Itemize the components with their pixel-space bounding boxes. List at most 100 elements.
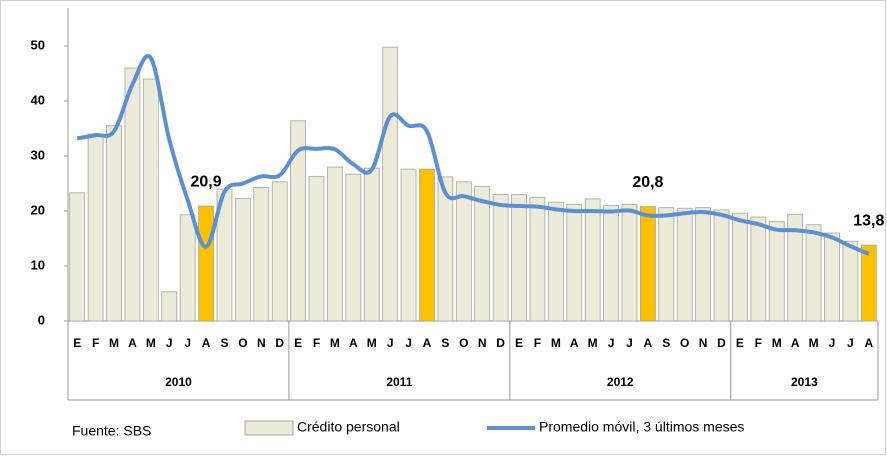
x-group-label: 2013	[791, 375, 818, 389]
y-tick-label: 20	[31, 202, 45, 217]
bar	[639, 206, 656, 322]
bar	[805, 224, 822, 322]
bar	[69, 192, 86, 322]
bar	[271, 181, 288, 322]
bar	[161, 291, 178, 322]
data-label: 20,9	[190, 173, 221, 190]
x-tick-label: A	[202, 336, 211, 350]
legend-label: Crédito personal	[297, 419, 400, 435]
x-tick-label: F	[755, 336, 762, 350]
x-tick-label: M	[146, 336, 156, 350]
y-tick-label: 50	[31, 37, 45, 52]
bar	[363, 167, 380, 322]
x-tick-label: A	[349, 336, 358, 350]
bar	[750, 216, 767, 322]
x-tick-label: J	[166, 336, 173, 350]
x-tick-label: O	[238, 336, 247, 350]
bar	[290, 120, 307, 322]
y-tick-label: 40	[31, 92, 45, 107]
x-tick-label: M	[588, 336, 598, 350]
x-group-label: 2012	[607, 375, 634, 389]
x-tick-label: J	[184, 336, 191, 350]
x-tick-label: E	[736, 336, 744, 350]
bar	[87, 133, 104, 322]
x-tick-label: A	[864, 336, 873, 350]
bar	[437, 176, 454, 322]
x-tick-label: M	[367, 336, 377, 350]
x-tick-label: J	[387, 336, 394, 350]
bar	[345, 173, 362, 322]
note: Fuente: SBS	[72, 423, 151, 439]
x-tick-label: A	[644, 336, 653, 350]
bar	[566, 203, 583, 322]
bar	[547, 201, 564, 322]
line	[76, 54, 870, 256]
data-label: 13,8	[853, 212, 884, 229]
y-tick-label: 30	[31, 147, 45, 162]
bar	[198, 205, 214, 322]
bar	[308, 175, 325, 322]
x-tick-label: S	[220, 336, 228, 350]
bar	[732, 212, 748, 322]
bar	[603, 205, 619, 322]
x-tick-label: O	[459, 336, 468, 350]
x-tick-label: M	[772, 336, 782, 350]
x-tick-label: S	[662, 336, 670, 350]
x-tick-label: M	[330, 336, 340, 350]
y-tick-label: 0	[38, 312, 45, 327]
data-label: 20,8	[632, 174, 663, 191]
legend-swatch	[244, 420, 294, 436]
x-tick-label: S	[441, 336, 449, 350]
bar	[474, 185, 491, 322]
bar	[419, 168, 435, 322]
bar	[768, 221, 785, 322]
bar	[584, 198, 601, 322]
bar	[492, 194, 509, 322]
x-tick-label: E	[73, 336, 81, 350]
bar	[713, 209, 730, 322]
x-tick-label: J	[847, 336, 854, 350]
x-tick-label: D	[717, 336, 726, 350]
bar	[621, 203, 638, 322]
x-tick-label: F	[92, 336, 99, 350]
x-tick-label: J	[626, 336, 633, 350]
x-tick-label: M	[809, 336, 819, 350]
x-tick-label: E	[515, 336, 523, 350]
bar	[253, 186, 270, 322]
x-tick-label: O	[680, 336, 689, 350]
x-tick-label: F	[534, 336, 541, 350]
x-tick-label: D	[496, 336, 505, 350]
bar	[400, 168, 417, 322]
x-tick-label: J	[829, 336, 836, 350]
bar	[234, 197, 251, 322]
x-tick-label: N	[699, 336, 708, 350]
bar	[382, 46, 399, 322]
bar	[676, 207, 693, 322]
x-tick-label: N	[257, 336, 266, 350]
x-tick-label: A	[570, 336, 579, 350]
bar	[860, 244, 877, 322]
bar	[106, 125, 122, 322]
x-tick-label: M	[551, 336, 561, 350]
legend-label: Promedio móvil, 3 últimos meses	[539, 419, 744, 435]
bar	[124, 67, 141, 322]
bar	[529, 196, 546, 322]
bar	[511, 194, 527, 322]
bar	[142, 78, 159, 322]
x-tick-label: M	[109, 336, 119, 350]
x-group-label: 2010	[165, 375, 192, 389]
bar	[787, 213, 804, 322]
bar	[658, 207, 675, 322]
x-tick-label: N	[478, 336, 487, 350]
x-tick-label: F	[313, 336, 320, 350]
bar	[695, 207, 712, 322]
x-group-label: 2011	[386, 375, 412, 389]
x-tick-label: A	[791, 336, 800, 350]
x-tick-label: J	[405, 336, 412, 350]
bar	[327, 166, 343, 322]
y-tick-label: 10	[31, 257, 45, 272]
bar	[455, 181, 472, 322]
x-tick-label: J	[608, 336, 615, 350]
bar	[842, 240, 859, 322]
